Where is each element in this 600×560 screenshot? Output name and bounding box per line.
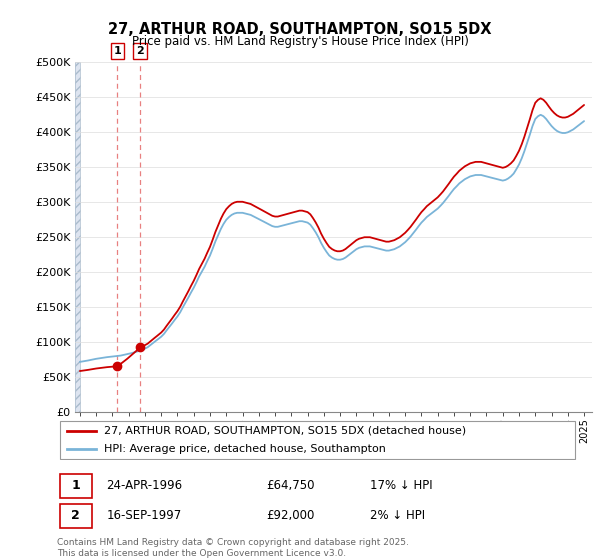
Text: £92,000: £92,000 bbox=[266, 510, 314, 522]
Text: 2: 2 bbox=[136, 46, 144, 56]
Text: 16-SEP-1997: 16-SEP-1997 bbox=[107, 510, 182, 522]
Text: Contains HM Land Registry data © Crown copyright and database right 2025.
This d: Contains HM Land Registry data © Crown c… bbox=[57, 538, 409, 558]
Text: 2: 2 bbox=[71, 510, 80, 522]
FancyBboxPatch shape bbox=[59, 421, 575, 459]
Text: £64,750: £64,750 bbox=[266, 479, 314, 492]
FancyBboxPatch shape bbox=[59, 504, 92, 528]
Text: Price paid vs. HM Land Registry's House Price Index (HPI): Price paid vs. HM Land Registry's House … bbox=[131, 35, 469, 48]
FancyBboxPatch shape bbox=[59, 474, 92, 498]
Bar bbox=[75, 62, 80, 412]
Text: HPI: Average price, detached house, Southampton: HPI: Average price, detached house, Sout… bbox=[104, 445, 386, 454]
Text: 24-APR-1996: 24-APR-1996 bbox=[107, 479, 183, 492]
Text: 1: 1 bbox=[113, 46, 121, 56]
Text: 1: 1 bbox=[71, 479, 80, 492]
Text: 27, ARTHUR ROAD, SOUTHAMPTON, SO15 5DX: 27, ARTHUR ROAD, SOUTHAMPTON, SO15 5DX bbox=[108, 22, 492, 38]
Text: 2% ↓ HPI: 2% ↓ HPI bbox=[370, 510, 425, 522]
Text: 17% ↓ HPI: 17% ↓ HPI bbox=[370, 479, 433, 492]
Bar bbox=[75, 62, 80, 412]
Text: 27, ARTHUR ROAD, SOUTHAMPTON, SO15 5DX (detached house): 27, ARTHUR ROAD, SOUTHAMPTON, SO15 5DX (… bbox=[104, 426, 466, 436]
